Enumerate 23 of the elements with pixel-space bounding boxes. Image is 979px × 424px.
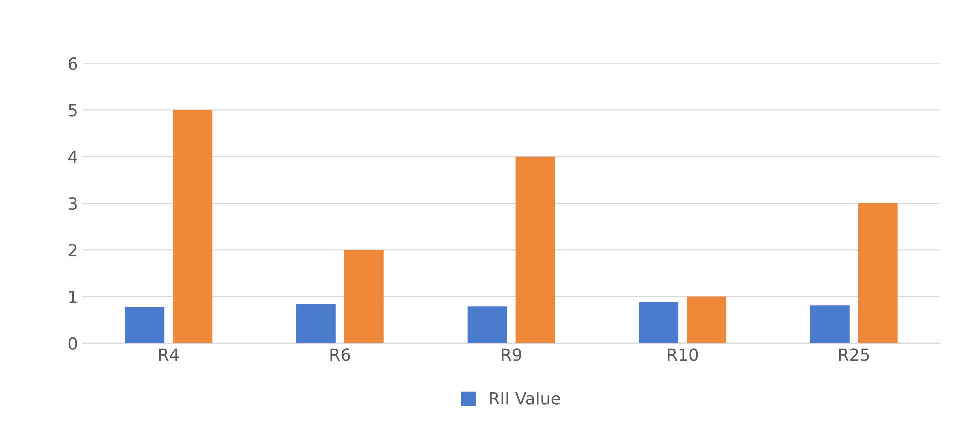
y-tick-label: 1 [70, 290, 77, 304]
bar [125, 307, 165, 344]
x-tick-label: R6 [330, 348, 350, 362]
bar [173, 110, 213, 344]
x-tick-label: R4 [159, 348, 180, 361]
bar [296, 304, 336, 344]
x-tick-label: R9 [502, 348, 522, 362]
bar [687, 296, 727, 344]
x-tick-label: R25 [839, 348, 870, 362]
y-tick-label: 3 [69, 197, 78, 210]
y-tick-label: 2 [68, 244, 77, 256]
y-tick-label: 0 [68, 337, 78, 350]
bar [639, 302, 679, 344]
x-tick-label: R10 [668, 348, 698, 362]
legend-label: RII Value [490, 392, 560, 405]
y-tick-label: 4 [68, 151, 78, 164]
bar [468, 306, 508, 344]
y-tick-label: 5 [69, 104, 77, 117]
y-tick-label: 6 [68, 58, 78, 70]
bar [344, 250, 384, 344]
bar [516, 156, 556, 344]
bar [858, 204, 898, 344]
bar [810, 306, 850, 344]
